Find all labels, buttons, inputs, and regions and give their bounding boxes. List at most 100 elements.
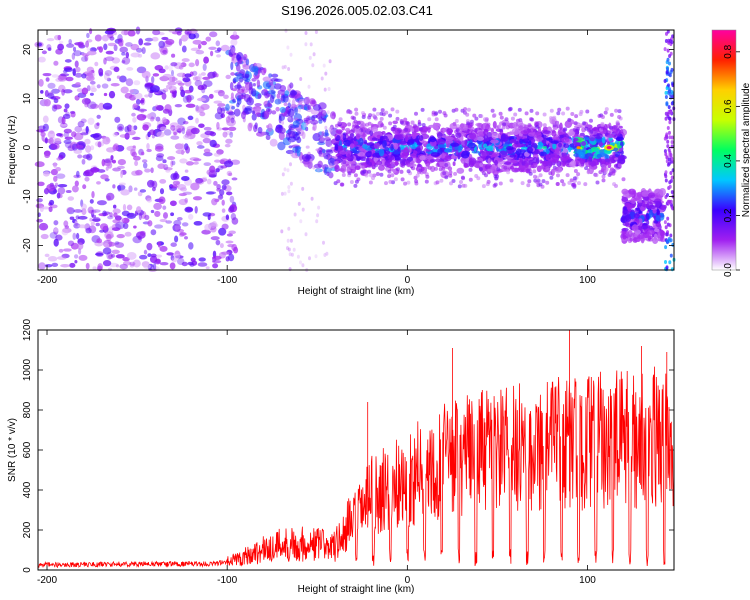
spectrogram-cell <box>263 110 270 119</box>
spectrogram-cell <box>224 160 234 168</box>
spectrogram-cell <box>321 130 325 137</box>
spectrogram-cell <box>339 182 344 187</box>
spectrogram-cell <box>283 167 287 172</box>
spectrogram-cell <box>132 155 141 161</box>
spectrogram-cell <box>251 113 257 121</box>
spectrogram-cell <box>147 220 153 227</box>
spectrogram-cell <box>317 205 321 210</box>
spectrogram-cell <box>51 262 59 267</box>
spectrogram-cell <box>310 99 317 107</box>
spectrogram-cell <box>192 39 203 45</box>
spectrogram-cell <box>141 70 151 79</box>
spectrogram-cell <box>74 66 81 73</box>
spectrogram-cell <box>214 112 224 120</box>
spectrogram-cell <box>583 136 590 141</box>
spectrogram-cell <box>299 260 302 265</box>
spectrogram-cell <box>154 210 161 217</box>
spectrogram-cell <box>267 102 272 108</box>
spectrogram-cell <box>72 68 76 77</box>
spectrogram-cell <box>283 64 287 69</box>
snr-y-tick-label: 1200 <box>22 318 33 341</box>
spectrogram-cell <box>666 57 670 62</box>
spectrogram-cell <box>195 105 199 111</box>
spectrogram-cell <box>352 116 357 121</box>
spectrogram-cell <box>532 169 537 174</box>
spectrogram-cell <box>635 207 639 211</box>
spectrogram-cell <box>262 76 272 82</box>
spectrogram-cell <box>217 165 224 171</box>
spectrogram-cell <box>84 176 90 182</box>
spectrogram-cell <box>216 127 223 131</box>
snr-x-label: Height of straight line (km) <box>298 584 415 595</box>
spectrogram-cell <box>668 184 672 189</box>
spectrogram-cell <box>172 93 176 99</box>
spectrogram-cell <box>225 256 230 262</box>
spectrogram-cell <box>434 158 442 162</box>
spectrogram-cell <box>298 98 305 104</box>
spectrogram-cell <box>648 209 654 218</box>
spectrogram-cell <box>96 181 101 185</box>
spectrogram-cell <box>517 107 522 112</box>
snr-y-tick-label: 1000 <box>22 358 33 381</box>
spectrogram-cell <box>106 77 112 82</box>
spectrogram-cell <box>342 160 347 165</box>
spectrogram-cell <box>195 177 204 184</box>
spectrogram-cell <box>63 248 72 252</box>
spectrogram-cell <box>178 38 182 47</box>
spectrogram-cell <box>519 120 523 125</box>
spectrogram-cell <box>36 129 46 133</box>
spectrogram-cell <box>138 212 143 221</box>
spectrogram-cell <box>202 63 207 71</box>
spectrogram-cell <box>252 82 256 87</box>
spectrogram-cell <box>373 142 380 150</box>
spectrogram-cell <box>230 72 235 76</box>
spectrogram-cell <box>556 111 561 116</box>
spectrogram-cell <box>56 157 62 161</box>
spectrogram-y-label: Frequency (Hz) <box>7 116 18 185</box>
spectrogram-cell <box>289 181 293 186</box>
spectrogram-cell <box>56 192 61 199</box>
spectrogram-cell <box>112 167 122 172</box>
spectrogram-cell <box>48 206 53 213</box>
spectrogram-cell <box>422 140 428 147</box>
spectrogram-cell <box>227 243 235 248</box>
spectrogram-cell <box>558 142 562 148</box>
spectrogram-cell <box>174 104 183 108</box>
spectrogram-cell <box>408 124 413 129</box>
spectrogram-cell <box>169 200 177 207</box>
spectrogram-cell <box>269 95 275 104</box>
spectrogram-cell <box>347 171 352 176</box>
spectrogram-cell <box>542 123 547 128</box>
spectrogram-cell <box>234 84 243 89</box>
spectrogram-cell <box>577 181 581 186</box>
spectrogram-cell <box>482 143 488 149</box>
spectrogram-cell <box>170 212 175 217</box>
spectrogram-cell <box>638 218 643 224</box>
spectrogram-cell <box>123 30 128 36</box>
spectrogram-cell <box>586 170 591 175</box>
spectrogram-cell <box>579 132 585 137</box>
spectrogram-cell <box>600 115 605 119</box>
spectrogram-cell <box>215 73 219 78</box>
colorbar-tick-label: 0.4 <box>723 154 734 168</box>
spectrogram-cell <box>53 175 58 182</box>
spectrogram-cell <box>256 79 261 88</box>
spectrogram-cell <box>453 171 458 176</box>
spectrogram-cell <box>601 178 606 183</box>
spectrogram-cell <box>172 223 181 232</box>
spectrogram-cell <box>468 167 473 172</box>
spectrogram-cell <box>84 54 89 62</box>
spectrogram-cell <box>96 122 100 126</box>
spectrogram-cell <box>668 260 672 265</box>
spectrogram-cell <box>136 206 142 214</box>
spectrogram-cell <box>99 223 109 231</box>
spectrogram-cell <box>509 154 517 158</box>
spectrogram-cell <box>230 92 234 99</box>
spectrogram-cell <box>475 162 481 169</box>
spectrogram-cell <box>466 107 471 112</box>
spectrogram-cell <box>477 123 482 127</box>
spectrogram-cell <box>614 130 619 135</box>
spectrogram-cell <box>287 116 294 123</box>
spectrogram-cell <box>287 189 291 194</box>
spectrogram-cell <box>159 188 165 195</box>
